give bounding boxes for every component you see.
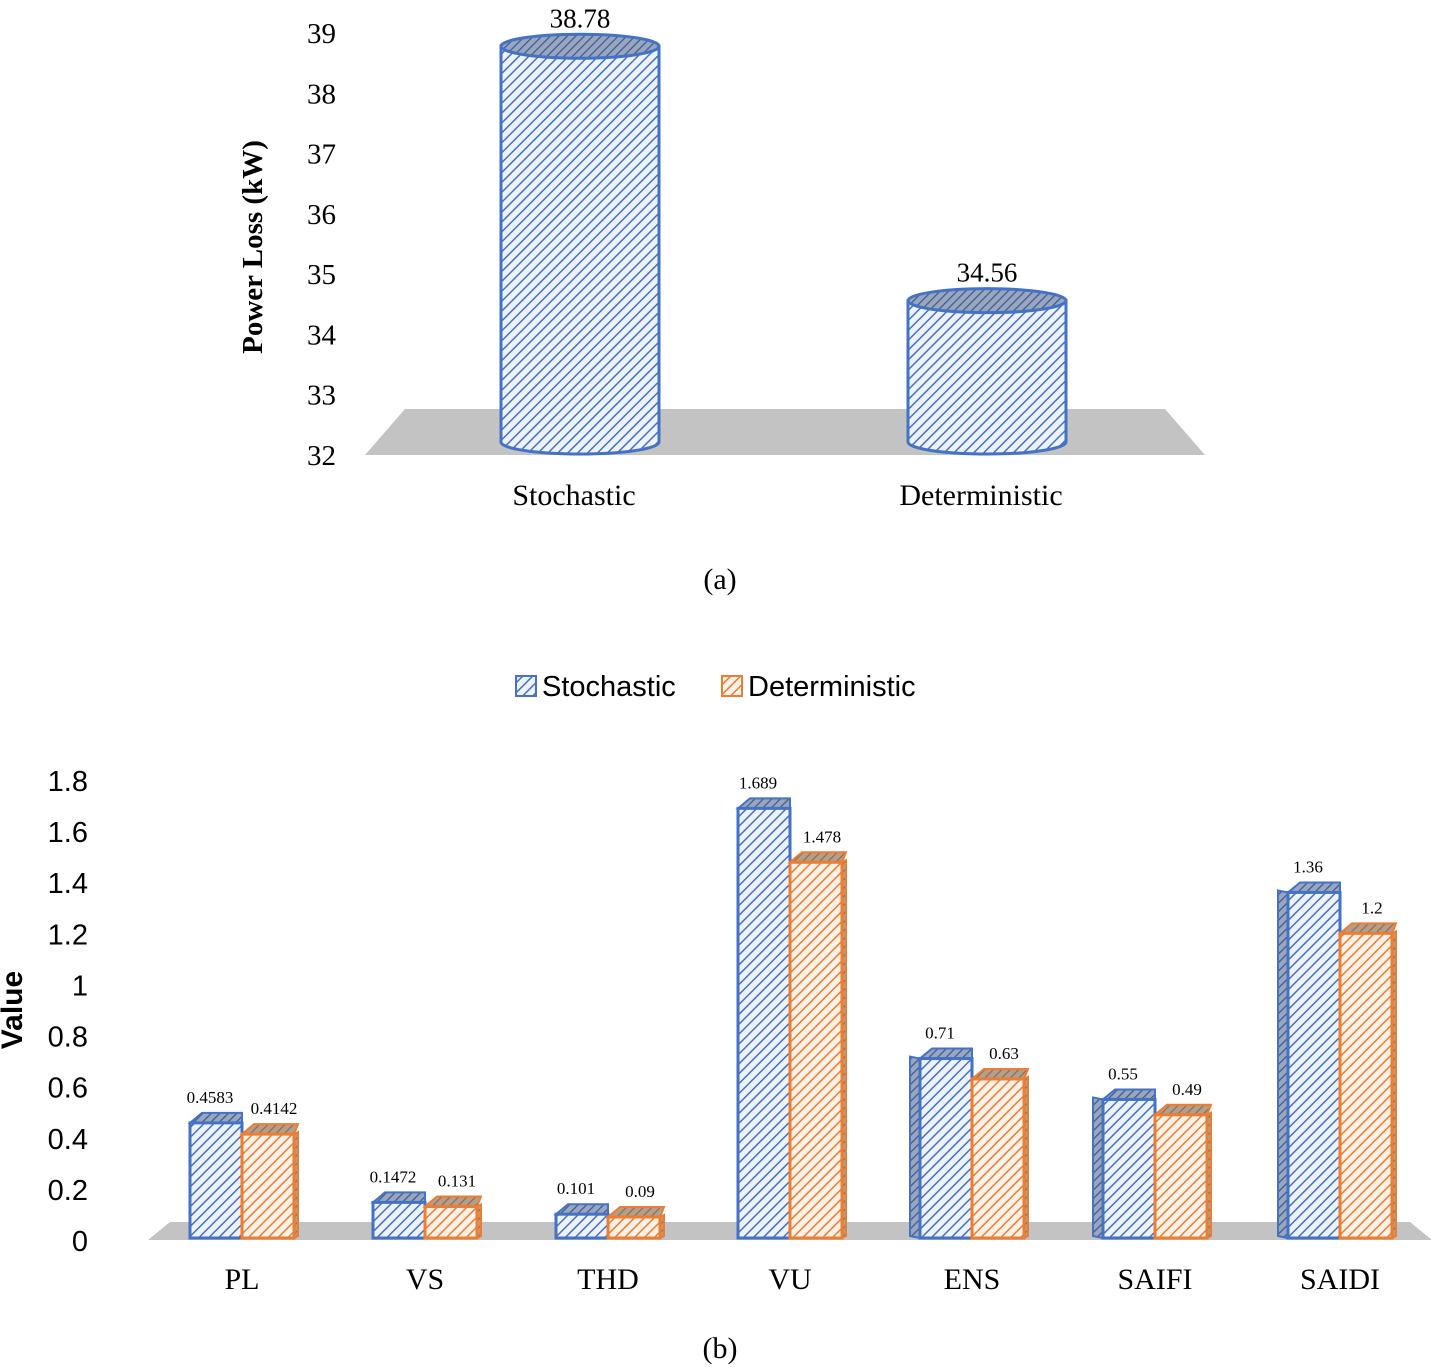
chart-b-bar-face [423, 1205, 479, 1240]
chart-b-group-saidi [1277, 881, 1398, 1240]
chart-a-floor [365, 409, 1205, 455]
chart-b-bar-face [371, 1200, 427, 1240]
chart-b-x-tick-label: SAIFI [1117, 1263, 1192, 1296]
chart-b-bar-face [918, 1057, 974, 1240]
chart-b-y-tick-label: 1.2 [48, 919, 88, 951]
chart-b-x-tick-label: SAIDI [1300, 1263, 1380, 1296]
chart-b-bar-deterministic-vu [787, 851, 848, 1240]
chart-b-data-label: 0.71 [925, 1024, 955, 1043]
chart-b-bar-face [1338, 931, 1394, 1240]
chart-a-y-tick-label: 34 [307, 319, 337, 351]
chart-a-y-tick-label: 35 [307, 259, 336, 291]
chart-b-y-tick-label: 1.8 [48, 766, 88, 798]
chart-b-bar-face [1286, 890, 1342, 1240]
chart-b-group-pl [187, 1111, 300, 1240]
chart-a-bar-stochastic [499, 32, 661, 456]
chart-b-bar-top [422, 1195, 483, 1208]
chart-b-data-label: 0.131 [438, 1172, 476, 1191]
chart-b-y-tick-label: 0.8 [48, 1022, 88, 1054]
chart-b-bar-deterministic-pl [239, 1123, 300, 1240]
chart-b-bar-face [788, 860, 844, 1240]
chart-b-x-tick-label: PL [224, 1263, 259, 1296]
chart-b-bar-stochastic-vu [735, 797, 792, 1240]
chart-a-panel-label: (a) [703, 563, 736, 596]
chart-b-group-thd [553, 1203, 666, 1240]
chart-b-bar-face [240, 1132, 296, 1240]
chart-b-data-label: 0.09 [625, 1182, 655, 1201]
chart-b-bar-stochastic-thd [553, 1203, 610, 1240]
chart-a-bar-deterministic [906, 287, 1068, 456]
chart-b-legend: Stochastic Deterministic [515, 671, 916, 703]
chart-a-y-tick-label: 33 [307, 380, 336, 412]
chart-b-y-tick-label: 1.6 [48, 817, 88, 849]
chart-a-y-tick-label: 39 [307, 18, 336, 50]
chart-b-x-tick-label: VS [406, 1263, 444, 1296]
chart-b-data-label: 0.4142 [251, 1099, 298, 1118]
chart-b-data-label: 1.478 [803, 827, 841, 846]
chart-b-bar-deterministic-ens [969, 1068, 1030, 1240]
chart-a: 32 33 34 35 36 37 38 39 38.78 34.56 Stochastic De… [237, 3, 1205, 596]
chart-b-group-ens [909, 1047, 1030, 1240]
chart-b-y-tick-label: 0.6 [48, 1073, 88, 1105]
chart-a-y-axis-label: Power Loss (kW) [237, 140, 269, 354]
chart-b-bar-deterministic-vs [422, 1195, 483, 1240]
chart-a-y-tick-label: 36 [307, 199, 336, 231]
chart-b-bar-face [736, 806, 792, 1240]
chart-b: Stochastic Deterministic 0 0.2 0.4 0.6 0.8 1 1… [0, 671, 1431, 1365]
chart-b-bar-face [1153, 1113, 1209, 1240]
chart-b-data-label: 1.689 [739, 773, 777, 792]
chart-b-bar-stochastic-ens [909, 1047, 974, 1240]
chart-b-bar-stochastic-pl [187, 1111, 244, 1240]
chart-b-x-tick-label: ENS [944, 1263, 1001, 1296]
chart-b-bar-deterministic-saidi [1337, 922, 1398, 1240]
chart-a-bar-body [906, 299, 1068, 456]
chart-b-data-label: 1.2 [1361, 898, 1382, 917]
chart-b-group-saifi [1092, 1088, 1213, 1240]
chart-b-y-tick-label: 1.4 [48, 868, 88, 900]
chart-b-bar-face [188, 1121, 244, 1240]
chart-b-y-axis-label: Value [0, 971, 29, 1049]
chart-a-x-tick-label: Stochastic [512, 479, 635, 512]
chart-b-y-tick-label: 1 [72, 970, 88, 1002]
chart-a-bar-top [499, 32, 661, 60]
chart-b-panel-label: (b) [703, 1332, 738, 1365]
chart-b-bar-face [606, 1215, 662, 1240]
chart-b-x-tick-label: VU [768, 1263, 812, 1296]
chart-b-data-label: 1.36 [1293, 857, 1323, 876]
chart-b-bar-face [554, 1212, 610, 1240]
chart-b-y-tick-label: 0.2 [48, 1175, 88, 1207]
chart-b-data-label: 0.49 [1172, 1080, 1202, 1099]
chart-a-x-tick-label: Deterministic [899, 479, 1062, 512]
chart-b-data-label: 0.63 [989, 1044, 1019, 1063]
chart-b-group-vu [735, 797, 848, 1240]
chart-b-bar-deterministic-thd [605, 1206, 666, 1240]
chart-b-bar-stochastic-vs [370, 1191, 427, 1240]
chart-b-bar-top [1100, 1088, 1156, 1101]
chart-b-data-label: 0.4583 [187, 1088, 234, 1107]
chart-a-y-tick-label: 32 [307, 440, 336, 472]
chart-b-bar-stochastic-saidi [1277, 881, 1342, 1240]
legend-label-stochastic: Stochastic [542, 671, 676, 703]
chart-b-data-label: 0.55 [1108, 1064, 1138, 1083]
chart-a-data-label: 38.78 [550, 3, 611, 33]
chart-a-bar-top [906, 287, 1068, 315]
chart-b-y-tick-label: 0 [72, 1226, 88, 1258]
chart-a-data-label: 34.56 [957, 258, 1018, 288]
chart-b-group-vs [370, 1191, 483, 1240]
chart-b-data-label: 0.101 [557, 1179, 595, 1198]
chart-b-data-label: 0.1472 [370, 1167, 417, 1186]
chart-a-bar-body [499, 44, 661, 456]
legend-swatch-deterministic [721, 675, 743, 697]
chart-b-bar-face [1101, 1097, 1157, 1240]
legend-label-deterministic: Deterministic [748, 671, 916, 703]
chart-a-y-tick-label: 38 [307, 78, 336, 110]
chart-b-bar-face [970, 1077, 1026, 1240]
chart-b-y-tick-label: 0.4 [48, 1124, 88, 1156]
chart-b-bar-deterministic-saifi [1152, 1103, 1213, 1240]
chart-b-bar-stochastic-saifi [1092, 1088, 1157, 1240]
chart-a-y-tick-label: 37 [307, 139, 336, 171]
legend-swatch-stochastic [515, 675, 537, 697]
chart-b-x-tick-label: THD [577, 1263, 639, 1296]
